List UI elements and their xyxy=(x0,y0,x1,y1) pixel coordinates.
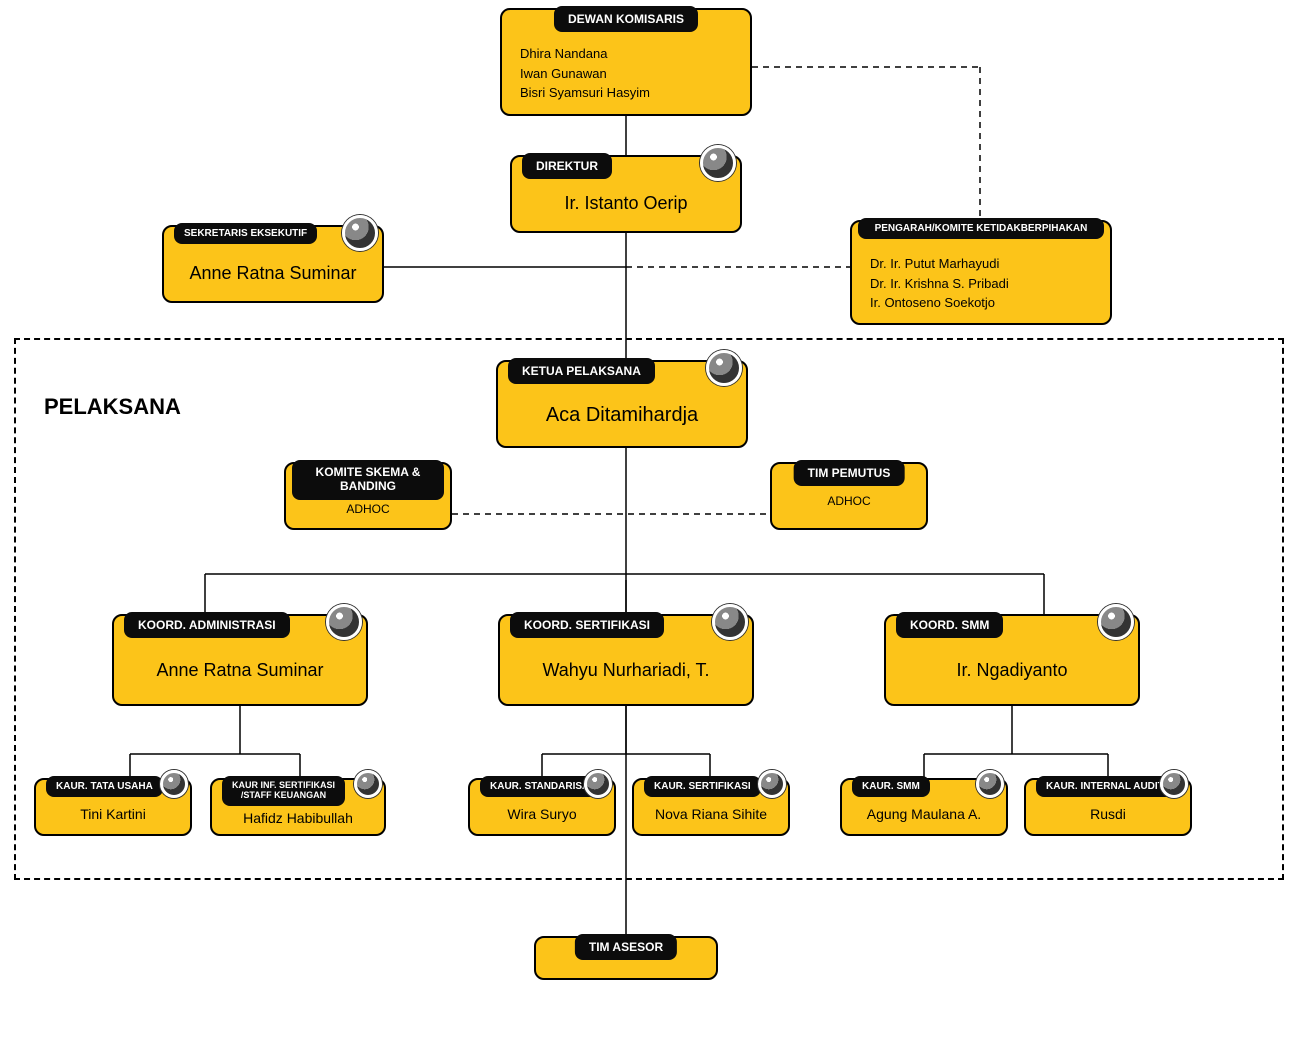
name-kaur-sert: Nova Riana Sihite xyxy=(648,806,774,822)
avatar-icon xyxy=(976,770,1004,798)
node-kaur-sertifikasi: KAUR. SERTIFIKASI Nova Riana Sihite xyxy=(632,778,790,836)
node-kaur-inf-sertifikasi: KAUR INF. SERTIFIKASI/STAFF KEUANGAN Haf… xyxy=(210,778,386,836)
title-koord-sert: KOORD. SERTIFIKASI xyxy=(510,612,664,638)
node-komite-skema: KOMITE SKEMA &BANDING ADHOC xyxy=(284,462,452,530)
members-pengarah: Dr. Ir. Putut Marhayudi Dr. Ir. Krishna … xyxy=(866,254,1096,313)
title-kaur-smm2: KAUR. SMM xyxy=(852,776,930,797)
avatar-icon xyxy=(326,604,362,640)
avatar-icon xyxy=(712,604,748,640)
title-pengarah: PENGARAH/KOMITE KETIDAKBERPIHAKAN xyxy=(858,218,1104,239)
avatar-icon xyxy=(354,770,382,798)
sub-komite-skema: ADHOC xyxy=(300,502,436,516)
name-sekretaris: Anne Ratna Suminar xyxy=(178,263,368,284)
members-dewan-komisaris: Dhira Nandana Iwan Gunawan Bisri Syamsur… xyxy=(516,44,736,103)
node-koord-sertifikasi: KOORD. SERTIFIKASI Wahyu Nurhariadi, T. xyxy=(498,614,754,706)
title-koord-smm: KOORD. SMM xyxy=(896,612,1003,638)
title-kaur-sert: KAUR. SERTIFIKASI xyxy=(644,776,761,797)
node-koord-smm: KOORD. SMM Ir. Ngadiyanto xyxy=(884,614,1140,706)
name-direktur: Ir. Istanto Oerip xyxy=(526,193,726,214)
node-dewan-komisaris: DEWAN KOMISARIS Dhira Nandana Iwan Gunaw… xyxy=(500,8,752,116)
node-pengarah-komite: PENGARAH/KOMITE KETIDAKBERPIHAKAN Dr. Ir… xyxy=(850,220,1112,325)
node-sekretaris-eksekutif: SEKRETARIS EKSEKUTIF Anne Ratna Suminar xyxy=(162,225,384,303)
pelaksana-section-label: PELAKSANA xyxy=(44,394,181,420)
title-kaur-tu: KAUR. TATA USAHA xyxy=(46,776,163,797)
title-komite-skema: KOMITE SKEMA &BANDING xyxy=(292,460,444,500)
title-tim-pemutus: TIM PEMUTUS xyxy=(794,460,905,486)
node-kaur-tata-usaha: KAUR. TATA USAHA Tini Kartini xyxy=(34,778,192,836)
org-chart-canvas: PELAKSANA DEWAN KOMISARIS Dhira Nandana … xyxy=(0,0,1297,1061)
title-sekretaris: SEKRETARIS EKSEKUTIF xyxy=(174,223,317,244)
name-kaur-inf: Hafidz Habibullah xyxy=(226,810,370,826)
node-tim-pemutus: TIM PEMUTUS ADHOC xyxy=(770,462,928,530)
name-koord-admin: Anne Ratna Suminar xyxy=(128,660,352,681)
name-kaur-tu: Tini Kartini xyxy=(50,806,176,822)
avatar-icon xyxy=(160,770,188,798)
title-kaur-audit: KAUR. INTERNAL AUDIT xyxy=(1036,776,1174,797)
avatar-icon xyxy=(758,770,786,798)
node-koord-administrasi: KOORD. ADMINISTRASI Anne Ratna Suminar xyxy=(112,614,368,706)
name-kaur-std: Wira Suryo xyxy=(484,806,600,822)
title-tim-asesor: TIM ASESOR xyxy=(575,934,677,960)
node-kaur-internal-audit: KAUR. INTERNAL AUDIT Rusdi xyxy=(1024,778,1192,836)
title-ketua: KETUA PELAKSANA xyxy=(508,358,655,384)
title-koord-admin: KOORD. ADMINISTRASI xyxy=(124,612,290,638)
name-koord-sert: Wahyu Nurhariadi, T. xyxy=(514,660,738,681)
name-kaur-audit: Rusdi xyxy=(1040,806,1176,822)
title-direktur: DIREKTUR xyxy=(522,153,612,179)
title-kaur-inf: KAUR INF. SERTIFIKASI/STAFF KEUANGAN xyxy=(222,776,345,806)
avatar-icon xyxy=(1160,770,1188,798)
node-direktur: DIREKTUR Ir. Istanto Oerip xyxy=(510,155,742,233)
node-tim-asesor: TIM ASESOR xyxy=(534,936,718,980)
node-kaur-smm: KAUR. SMM Agung Maulana A. xyxy=(840,778,1008,836)
avatar-icon xyxy=(1098,604,1134,640)
avatar-icon xyxy=(584,770,612,798)
avatar-icon xyxy=(700,145,736,181)
name-kaur-smm2: Agung Maulana A. xyxy=(856,806,992,822)
avatar-icon xyxy=(706,350,742,386)
avatar-icon xyxy=(342,215,378,251)
name-ketua: Aca Ditamihardja xyxy=(512,404,732,427)
node-kaur-standarisasi: KAUR. STANDARISASI Wira Suryo xyxy=(468,778,616,836)
node-ketua-pelaksana: KETUA PELAKSANA Aca Ditamihardja xyxy=(496,360,748,448)
sub-tim-pemutus: ADHOC xyxy=(786,494,912,508)
name-koord-smm: Ir. Ngadiyanto xyxy=(900,660,1124,681)
title-dewan-komisaris: DEWAN KOMISARIS xyxy=(554,6,698,32)
